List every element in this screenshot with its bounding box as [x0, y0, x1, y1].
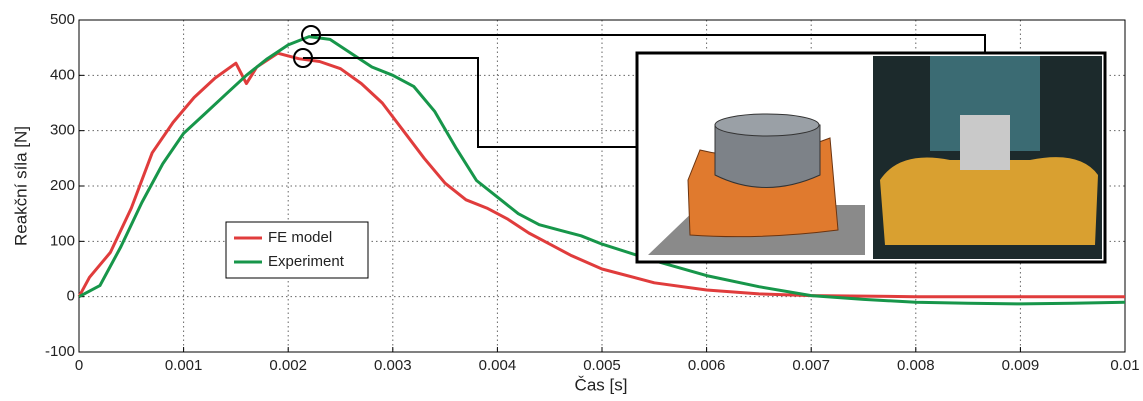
peak-marker — [301, 25, 321, 45]
y-tick-label: 100 — [50, 232, 75, 249]
y-tick-label: -100 — [45, 343, 75, 360]
fe-cylinder — [714, 124, 821, 188]
photo-foam — [880, 157, 1098, 245]
data-line — [78, 35, 1126, 306]
photo-punch — [960, 115, 1010, 170]
inset — [293, 25, 1107, 264]
x-tick-label: 0.003 — [374, 357, 412, 374]
legend-box — [225, 221, 369, 279]
x-tick-label: 0.004 — [479, 357, 517, 374]
legend: FE model Experiment — [225, 221, 369, 279]
y-axis-title: Reakční síla [N] — [11, 126, 30, 246]
y-tick-label: 500 — [50, 11, 75, 28]
x-tick-label: 0.002 — [269, 357, 307, 374]
x-tick-label: 0.001 — [165, 357, 203, 374]
data-line — [77, 51, 1125, 299]
y-tick-label: 400 — [50, 66, 75, 83]
x-tick-label: 0.007 — [792, 357, 830, 374]
x-tick-label: 0.01 — [1110, 357, 1139, 374]
x-tick-label: 0.009 — [1002, 357, 1040, 374]
x-tick-label: 0.006 — [688, 357, 726, 374]
peak-marker — [293, 48, 313, 68]
connector — [311, 34, 986, 53]
legend-label: FE model — [268, 229, 332, 246]
y-tick-label: 300 — [50, 122, 75, 139]
x-tick-label: 0.005 — [583, 357, 621, 374]
fe-cylinder-top — [714, 113, 820, 137]
y-tick-label: 0 — [67, 288, 75, 305]
x-tick-label: 0.008 — [897, 357, 935, 374]
legend-label: Experiment — [268, 253, 345, 270]
x-axis-title: Čas [s] — [575, 375, 628, 394]
x-tick-label: 0 — [75, 357, 83, 374]
y-tick-label: 200 — [50, 177, 75, 194]
plot-frame — [78, 19, 1126, 353]
connector — [303, 57, 638, 148]
